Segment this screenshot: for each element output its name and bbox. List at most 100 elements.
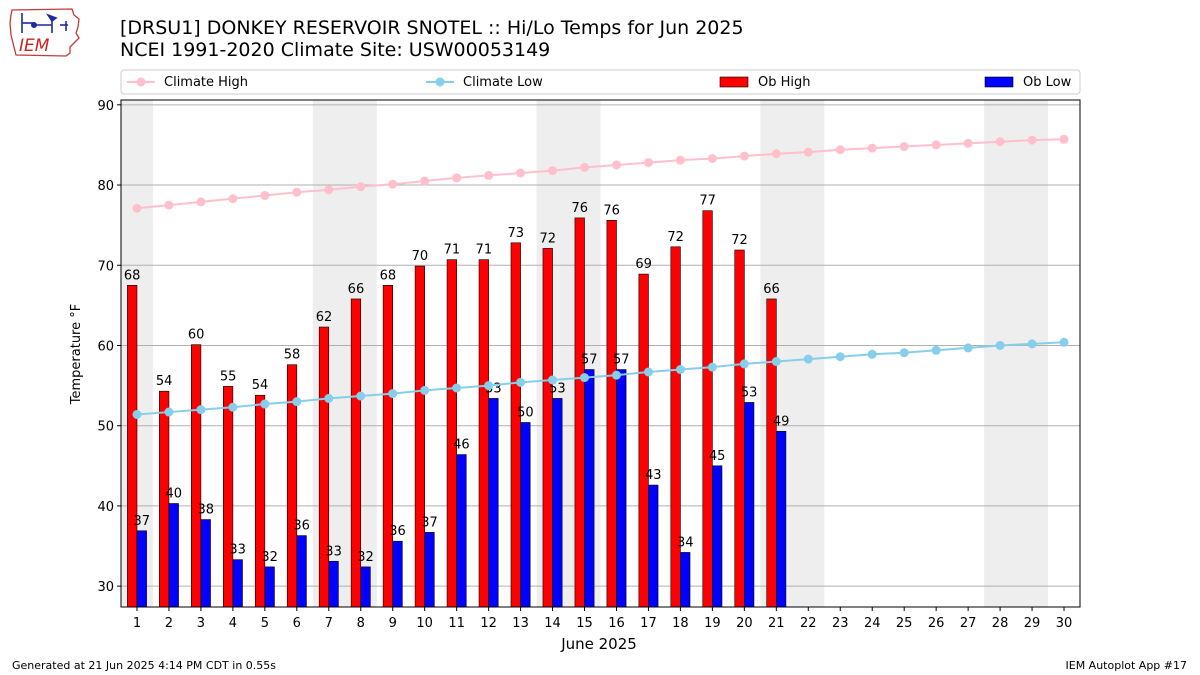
- ob-low-label-21: 49: [773, 414, 790, 429]
- chart-subtitle: NCEI 1991-2020 Climate Site: USW00053149: [120, 39, 551, 61]
- ob-high-bar-10: [414, 265, 425, 608]
- climate-low-line: [136, 341, 1065, 416]
- climate-low-point-20: [739, 359, 749, 369]
- ob-high-bar-7: [318, 326, 330, 608]
- ob-low-label-14: 53: [549, 381, 566, 396]
- climate-high-point-23: [835, 145, 845, 155]
- ob-high-label-6: 58: [284, 348, 301, 363]
- climate-high-point-10: [420, 176, 430, 186]
- ob-high-bar-5: [254, 394, 266, 608]
- y-tick-label-90: 90: [97, 99, 114, 114]
- climate-high-line: [136, 138, 1065, 210]
- climate-low-point-5: [260, 399, 270, 409]
- ob-high-label-4: 55: [220, 369, 237, 384]
- climate-low-point-16: [611, 370, 621, 380]
- ob-high-bar-21: [766, 298, 777, 608]
- ob-low-bar-19: [712, 465, 723, 608]
- ob-high-label-12: 71: [476, 243, 493, 258]
- bars: [127, 210, 787, 608]
- climate-low-point-27: [963, 343, 973, 353]
- x-tick-label-3: 3: [197, 616, 205, 631]
- ob-low-label-11: 46: [453, 438, 470, 453]
- ob-high-bar-9: [382, 285, 394, 608]
- ob-high-bar-12: [478, 259, 489, 608]
- climate-high-point-7: [324, 185, 334, 195]
- climate-high-point-13: [516, 168, 526, 178]
- legend-ob-low: Ob Low: [984, 75, 1072, 90]
- climate-low-point-26: [931, 345, 941, 355]
- climate-high-point-12: [484, 170, 494, 180]
- ob-low-bar-13: [520, 422, 531, 608]
- ob-high-label-10: 70: [412, 249, 429, 264]
- legend-climate-high-label: Climate High: [164, 75, 248, 90]
- ob-high-label-13: 73: [508, 226, 525, 241]
- ob-high-bar-11: [446, 259, 457, 608]
- y-tick-label-80: 80: [97, 179, 114, 194]
- climate-low-point-10: [420, 385, 430, 395]
- ob-low-bar-3: [200, 519, 211, 608]
- climate-low-point-30: [1059, 337, 1069, 347]
- climate-high-point-2: [164, 200, 174, 210]
- climate-low-point-22: [803, 354, 813, 364]
- ob-high-label-19: 77: [699, 194, 716, 209]
- climate-high-point-28: [995, 137, 1005, 147]
- x-axis-label: June 2025: [560, 635, 637, 653]
- ob-high-bar-13: [510, 242, 521, 608]
- x-tick-label-30: 30: [1056, 616, 1073, 631]
- ob-high-label-5: 54: [252, 378, 269, 393]
- x-tick-label-19: 19: [704, 616, 721, 631]
- climate-low-point-21: [771, 357, 781, 367]
- climate-low-point-15: [580, 373, 590, 383]
- iowa-state-outline: [9, 8, 80, 57]
- climate-high-point-18: [675, 155, 685, 165]
- x-tick-label-25: 25: [896, 616, 913, 631]
- weekend-bands: [121, 100, 1049, 607]
- x-tick-label-22: 22: [800, 616, 817, 631]
- legend-climate-low-label: Climate Low: [463, 75, 543, 90]
- climate-low-point-28: [995, 340, 1005, 350]
- ob-high-bar-14: [542, 248, 553, 608]
- ob-low-bar-21: [776, 431, 787, 608]
- y-tick-label-70: 70: [97, 259, 114, 274]
- generated-note: Generated at 21 Jun 2025 4:14 PM CDT in …: [12, 659, 277, 672]
- ob-low-label-3: 38: [197, 503, 214, 518]
- climate-high-point-20: [739, 151, 749, 161]
- x-tick-label-4: 4: [229, 616, 237, 631]
- ob-low-bar-15: [584, 369, 595, 608]
- ob-low-bar-6: [296, 535, 307, 608]
- x-tick-label-6: 6: [293, 616, 301, 631]
- y-axis-label: Temperature °F: [69, 304, 84, 405]
- climate-high-point-4: [228, 194, 238, 204]
- ob-high-label-8: 66: [348, 282, 365, 297]
- ob-low-label-19: 45: [709, 449, 726, 464]
- ob-high-label-14: 72: [539, 231, 556, 246]
- x-tick-label-15: 15: [576, 616, 593, 631]
- chart-title: [DRSU1] DONKEY RESERVOIR SNOTEL :: Hi/Lo…: [120, 17, 744, 39]
- ob-low-label-6: 36: [293, 519, 310, 534]
- y-axis: 30 40 50 60 70 80 90: [97, 99, 121, 595]
- ob-high-bar-20: [734, 249, 745, 608]
- climate-high-point-27: [963, 138, 973, 148]
- climate-low-point-13: [516, 377, 526, 387]
- ob-low-label-7: 33: [325, 544, 342, 559]
- climate-low-point-1: [132, 409, 142, 419]
- ob-low-bar-7: [328, 560, 339, 608]
- ob-low-bar-17: [648, 484, 659, 608]
- climate-low-point-17: [643, 367, 653, 377]
- climate-low-point-29: [1027, 339, 1037, 349]
- climate-low-point-24: [867, 349, 877, 359]
- climate-low-point-25: [899, 348, 909, 358]
- ob-high-bar-16: [606, 220, 617, 608]
- ob-low-label-18: 34: [677, 535, 694, 550]
- ob-low-bar-5: [264, 566, 275, 608]
- ob-low-label-2: 40: [165, 487, 182, 502]
- climate-low-point-12: [484, 381, 494, 391]
- x-tick-label-5: 5: [261, 616, 269, 631]
- climate-high-point-8: [356, 182, 366, 192]
- climate-lines: [132, 134, 1069, 419]
- climate-low-point-6: [292, 397, 302, 407]
- x-tick-label-14: 14: [544, 616, 561, 631]
- ob-low-label-8: 32: [357, 550, 374, 565]
- x-tick-label-17: 17: [640, 616, 657, 631]
